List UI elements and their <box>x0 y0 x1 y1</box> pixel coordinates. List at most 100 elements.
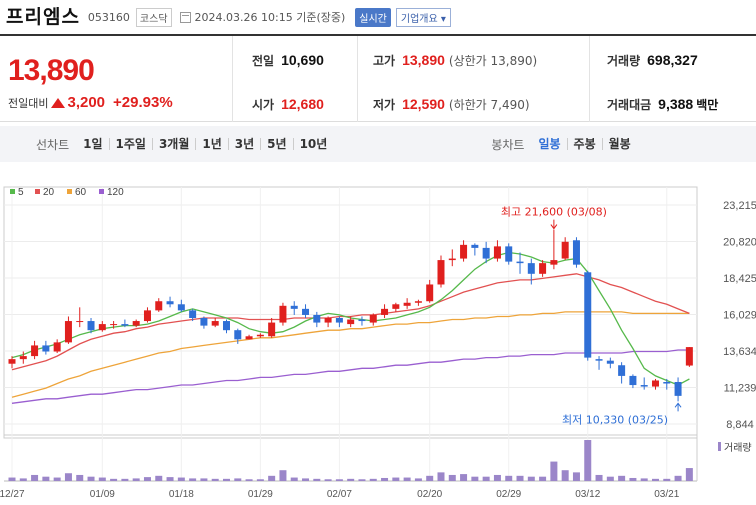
candle-body <box>132 321 140 326</box>
x-tick-label: 02/20 <box>417 489 442 500</box>
candle-body <box>437 260 445 285</box>
volume-bar <box>381 477 389 481</box>
volume-bar <box>414 478 422 481</box>
change-percent: +29.93% <box>113 94 173 111</box>
volume-bar <box>98 477 106 481</box>
candle-body <box>234 330 242 340</box>
stat-label: 시가 <box>252 98 275 112</box>
volume-bar <box>448 474 456 481</box>
candle-body <box>561 241 569 259</box>
stat-volume: 거래량 698,327 <box>607 52 698 69</box>
volume-bar <box>674 475 682 481</box>
legend-swatch <box>99 189 104 194</box>
candle-weekly[interactable]: 주봉 <box>566 138 602 150</box>
line-chart-label: 선차트 <box>36 137 70 152</box>
volume-bar <box>595 474 603 481</box>
candle-body <box>403 302 411 306</box>
volume-bar <box>302 478 310 481</box>
volume-bar <box>663 478 671 481</box>
divider <box>589 36 590 122</box>
volume-bar <box>369 478 377 481</box>
period-1y[interactable]: 1년 <box>195 138 227 150</box>
candle-body <box>110 324 118 326</box>
ma60-line <box>11 311 690 398</box>
volume-bar <box>482 476 490 481</box>
divider <box>357 36 358 122</box>
volume-bar <box>618 475 626 481</box>
volume-bar <box>505 475 513 481</box>
candle-body <box>19 356 27 360</box>
stock-name: 프리엠스 <box>6 5 80 28</box>
x-tick-label: 03/12 <box>575 489 600 500</box>
candle-body <box>460 244 468 259</box>
period-3y[interactable]: 3년 <box>227 138 260 150</box>
calendar-icon <box>179 11 191 23</box>
volume-bar <box>561 470 569 481</box>
x-tick-label: 01/18 <box>169 489 194 500</box>
period-1w[interactable]: 1주일 <box>108 138 152 150</box>
period-5y[interactable]: 5년 <box>260 138 292 150</box>
volume-bar <box>550 461 558 481</box>
volume-bar <box>234 478 242 481</box>
stat-trade-amount: 거래대금 9,388 백만 <box>607 96 718 113</box>
market-badge: 코스닥 <box>135 7 172 27</box>
candle-body <box>584 272 592 358</box>
volume-bar <box>245 479 253 481</box>
volume-bar <box>110 478 118 481</box>
candle-body <box>651 380 659 387</box>
volume-bar <box>76 474 84 481</box>
stat-open: 시가 12,680 <box>252 96 324 113</box>
candle-body <box>550 260 558 265</box>
volume-bar <box>143 477 151 481</box>
candle-body <box>31 345 39 357</box>
candle-body <box>448 258 456 261</box>
realtime-button[interactable]: 실시간 <box>355 7 391 27</box>
candle-body <box>42 345 50 352</box>
volume-bar <box>189 478 197 481</box>
timestamp: 2024.03.26 10:15 기준(장중) <box>194 11 346 24</box>
period-3m[interactable]: 3개월 <box>151 138 195 150</box>
change-label: 전일대비 <box>8 96 49 110</box>
candle-body <box>471 244 479 248</box>
candle-body <box>313 314 321 323</box>
stock-header: 프리엠스 053160 코스닥 2024.03.26 10:15 기준(장중) … <box>0 0 756 30</box>
stat-label: 거래대금 <box>607 98 652 112</box>
y-tick-label: 11,239 <box>724 383 756 395</box>
candle-body <box>618 365 626 376</box>
company-overview-button[interactable]: 기업개요 ▾ <box>395 7 451 27</box>
legend-swatch <box>10 189 15 194</box>
candle-body <box>595 359 603 361</box>
stat-value: 10,690 <box>281 52 324 68</box>
x-tick-label: 01/09 <box>90 489 115 500</box>
price-plot-frame <box>3 186 698 439</box>
candle-body <box>121 324 129 326</box>
legend-swatch <box>67 189 72 194</box>
volume-bar <box>347 478 355 481</box>
lower-limit: (하한가 7,490) <box>448 98 530 112</box>
legend-label: 60 <box>75 187 87 198</box>
candle-body <box>414 301 422 303</box>
legend-label: 20 <box>43 187 55 198</box>
period-1d[interactable]: 1일 <box>83 137 103 151</box>
stat-value: 13,890 <box>402 52 445 68</box>
y-tick-label: 13,634 <box>723 346 756 358</box>
volume-bar <box>460 474 468 481</box>
candle-monthly[interactable]: 월봉 <box>601 138 637 150</box>
change-amount: 3,200 <box>67 94 106 111</box>
candle-daily[interactable]: 일봉 <box>538 137 561 151</box>
candle-body <box>369 314 377 323</box>
candle-body <box>200 317 208 326</box>
candle-body <box>539 263 547 274</box>
volume-bar <box>539 476 547 481</box>
volume-bar <box>516 475 524 481</box>
candle-body <box>222 321 230 331</box>
candle-body <box>98 324 106 331</box>
candle-body <box>302 308 310 315</box>
period-10y[interactable]: 10년 <box>292 138 334 150</box>
candle-body <box>8 359 16 364</box>
volume-bar <box>166 477 174 481</box>
x-tick-label: 02/29 <box>496 489 521 500</box>
volume-bar <box>19 478 27 481</box>
candle-body <box>505 246 513 262</box>
x-tick-label: 03/21 <box>654 489 679 500</box>
